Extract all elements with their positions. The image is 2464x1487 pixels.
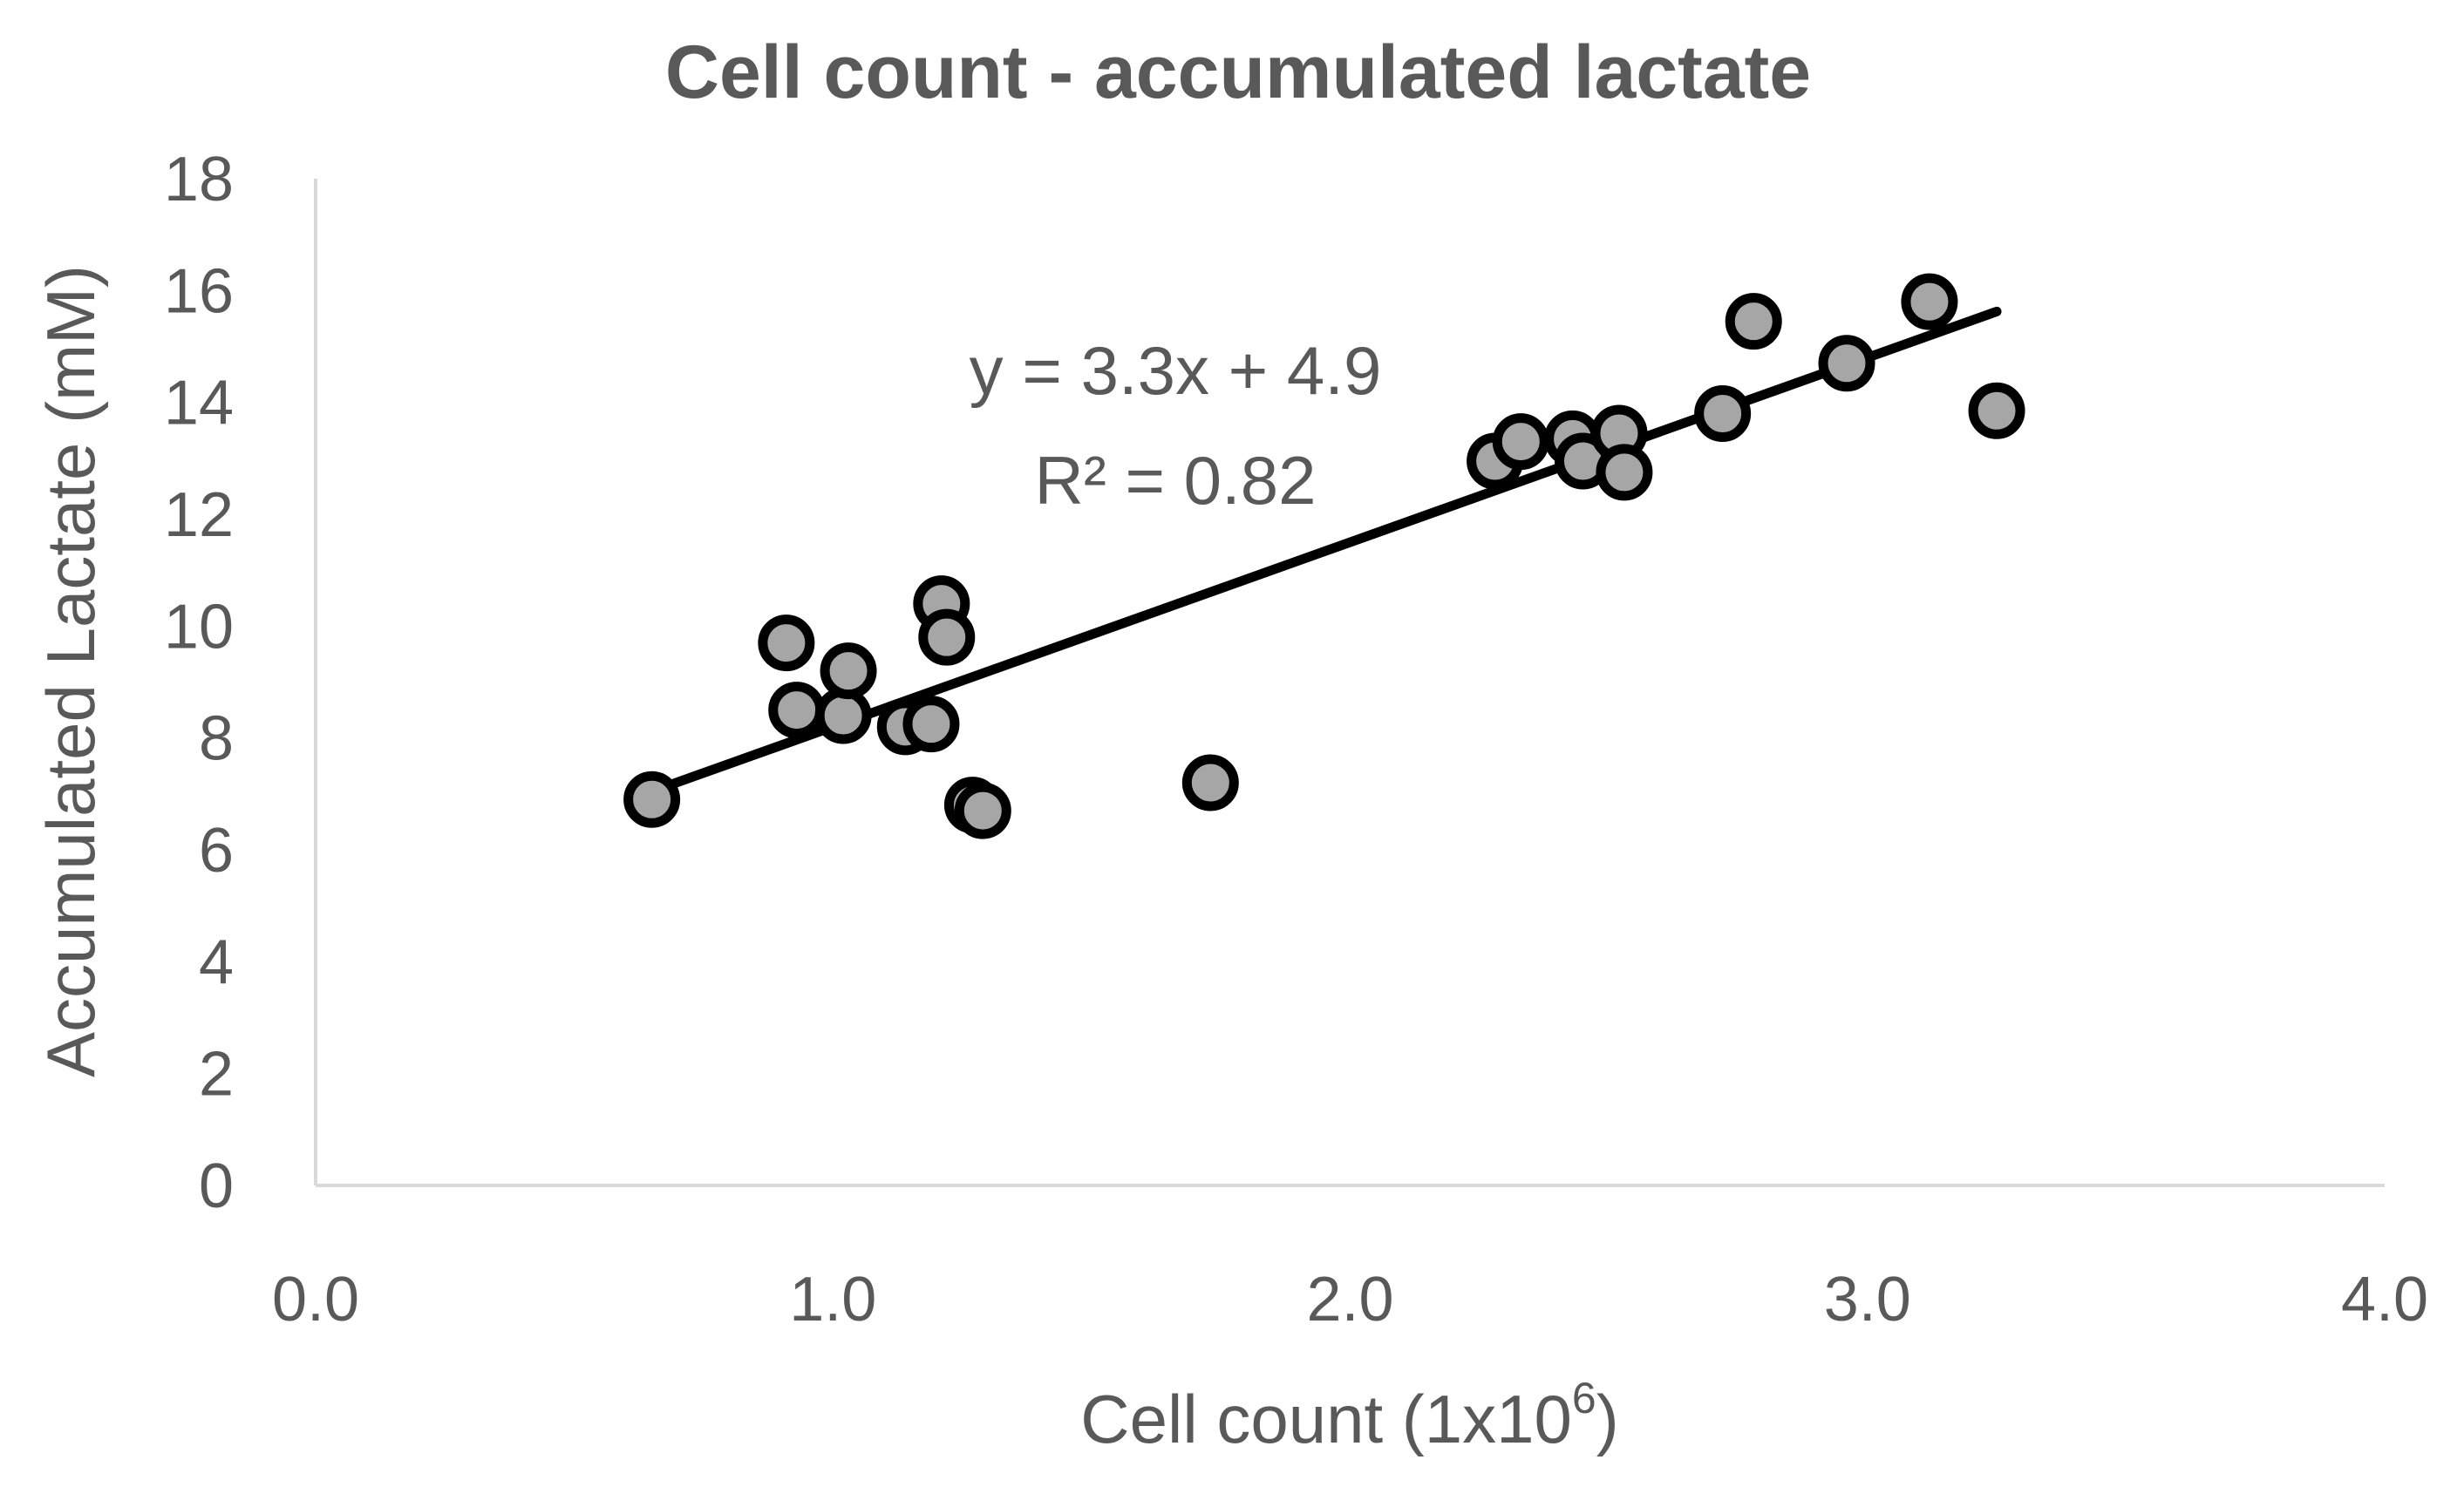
y-tick-label: 8 <box>199 704 234 774</box>
data-point <box>758 614 815 672</box>
trendline-r2: R² = 0.82 <box>1034 442 1316 519</box>
x-tick-label: 4.0 <box>2341 1265 2428 1334</box>
data-point <box>1901 273 1958 330</box>
data-point <box>820 642 877 700</box>
data-point <box>1492 413 1549 471</box>
x-tick-label: 1.0 <box>789 1265 876 1334</box>
x-tick-label: 0.0 <box>272 1265 359 1334</box>
y-tick-label: 10 <box>164 592 234 662</box>
trendline <box>647 306 2002 797</box>
y-tick-labels: 0 2 4 6 8 10 12 14 16 18 <box>164 145 234 1221</box>
data-point <box>1818 335 1875 392</box>
chart-title: Cell count - accumulated lactate <box>665 31 1811 114</box>
x-axis-label-close: ) <box>1596 1381 1619 1457</box>
x-tick-labels: 0.0 1.0 2.0 3.0 4.0 <box>272 1265 2428 1334</box>
y-tick-label: 0 <box>199 1151 234 1221</box>
x-axis-label: Cell count (1x106) <box>1080 1374 1618 1457</box>
data-point <box>1694 385 1752 442</box>
y-tick-label: 14 <box>164 369 234 438</box>
data-point <box>1725 293 1782 350</box>
data-point <box>918 608 976 666</box>
y-tick-label: 16 <box>164 256 234 326</box>
y-tick-label: 4 <box>199 927 234 997</box>
y-axis-label: Accumulated Lactate (mM) <box>32 265 109 1077</box>
data-point <box>954 782 1011 839</box>
x-tick-label: 3.0 <box>1824 1265 1911 1334</box>
x-axis-label-superscript: 6 <box>1572 1374 1596 1422</box>
data-point <box>902 696 960 753</box>
data-point <box>1181 754 1239 811</box>
y-tick-label: 2 <box>199 1040 234 1110</box>
y-tick-label: 12 <box>164 480 234 550</box>
y-tick-label: 6 <box>199 816 234 886</box>
data-point <box>814 687 872 744</box>
y-tick-label: 18 <box>164 145 234 214</box>
data-point <box>1968 382 2025 439</box>
x-axis-label-main: Cell count (1x10 <box>1080 1381 1572 1457</box>
data-point <box>623 771 681 828</box>
x-tick-label: 2.0 <box>1306 1265 1393 1334</box>
trendline-equation: y = 3.3x + 4.9 <box>970 332 1382 409</box>
data-point <box>768 682 826 739</box>
data-point <box>1596 444 1653 501</box>
data-points <box>623 273 2025 839</box>
